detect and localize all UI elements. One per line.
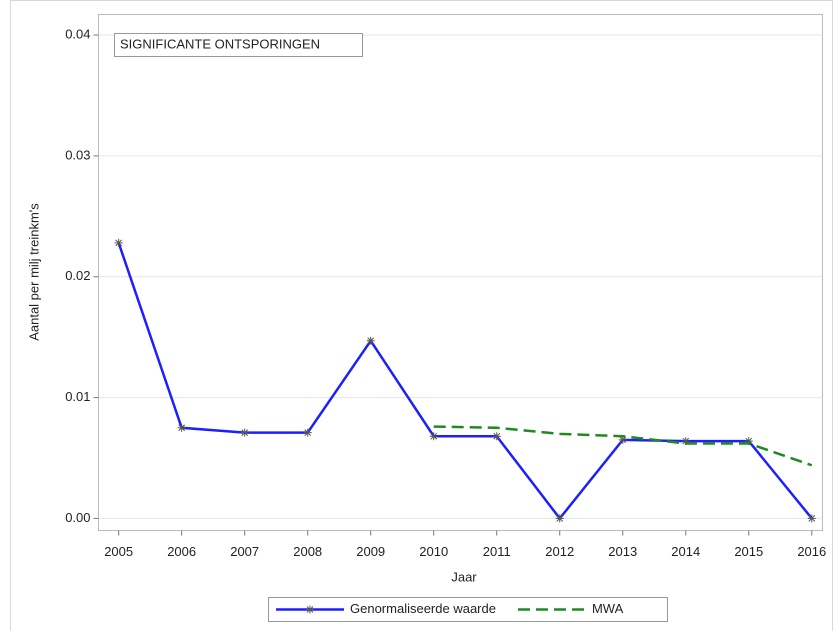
outer-frame [10,0,833,631]
x-axis-label: Jaar [451,569,477,584]
x-tick-label: 2011 [483,544,511,559]
data-point-stroke [556,515,564,522]
series-line [433,425,813,467]
data-point-stroke [619,436,627,444]
data-point [114,238,123,247]
data-point [240,428,249,437]
data-point-stroke [178,424,186,432]
data-point-stroke [493,432,501,440]
data-point [618,435,627,444]
data-point-stroke [241,429,249,436]
annotation-box [114,33,363,57]
data-point [177,423,186,432]
plot-frame [98,14,823,531]
x-tick-label: 2015 [734,544,763,559]
x-tick-label: 2010 [419,544,448,559]
annotation: SIGNIFICANTE ONTSPORINGEN [120,36,320,51]
x-tick-label: 2008 [293,544,322,559]
legend-marker [306,605,314,614]
x-tick-label: 2014 [671,544,700,559]
x-tick-label: 2012 [545,544,574,559]
data-point [366,336,375,345]
y-tick-label: 0.00 [65,510,90,525]
x-tick-label: 2016 [797,544,826,559]
legend-marker-stroke [306,606,314,613]
x-tick-label: 2013 [608,544,637,559]
data-point [429,432,438,441]
x-tick-label: 2009 [356,544,385,559]
data-point-stroke [367,337,375,345]
y-axis-label: Aantal per milj treinkm's [26,203,41,341]
data-point [492,432,501,441]
series-line [117,242,813,521]
data-point-stroke [808,515,816,522]
x-tick-label: 2007 [230,544,259,559]
y-tick-label: 0.01 [65,389,90,404]
data-point-stroke [430,432,438,440]
grid [98,34,823,519]
y-tick-label: 0.03 [65,147,90,162]
y-tick-label: 0.04 [65,26,90,41]
legend-label: Genormaliseerde waarde [350,601,496,616]
legend-label: MWA [592,601,624,616]
data-point-stroke [682,437,690,445]
data-point [555,514,564,523]
y-tick-label: 0.02 [65,268,90,283]
data-point [807,514,816,523]
data-point-stroke [304,429,312,436]
x-tick-label: 2006 [167,544,196,559]
data-point-stroke [115,239,123,247]
data-point [303,428,312,437]
x-tick-label: 2005 [104,544,133,559]
